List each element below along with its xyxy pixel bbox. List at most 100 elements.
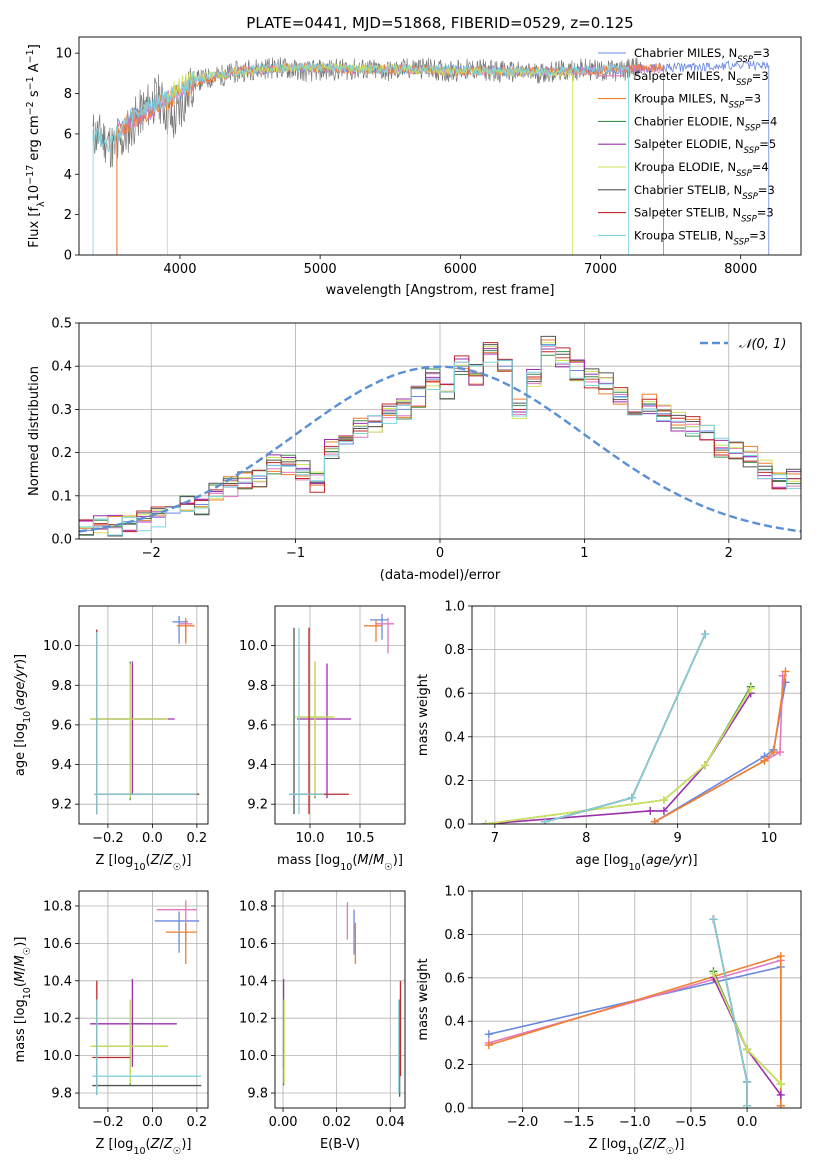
y-tick-label: 4 <box>64 168 72 183</box>
x-tick-label: 0.02 <box>322 1115 351 1130</box>
axes-frame <box>78 36 802 256</box>
legend-subscript: SSP <box>745 123 761 133</box>
y-tick-label: 0.6 <box>444 687 465 702</box>
axes-frame <box>274 890 406 1109</box>
y-tick-label: 0.2 <box>444 1058 465 1073</box>
legend-text: Salpeter ELODIE, N <box>634 137 744 151</box>
legend-text: Salpeter STELIB, N <box>634 206 741 220</box>
weight-line <box>485 688 752 824</box>
axis-label: Flux [fλ10−17 erg cm−2 s−1 A−1] <box>25 44 47 248</box>
y-tick-label: 10.0 <box>239 1049 268 1064</box>
x-tick-label: 7 <box>491 831 499 846</box>
y-tick-label: 0.4 <box>51 360 72 375</box>
weight-line <box>654 671 787 823</box>
weight-point-marker <box>709 915 718 924</box>
axes-frame <box>78 605 209 825</box>
label-part: 10 <box>133 1146 145 1157</box>
legend-entry: 𝒩(0, 1) <box>739 337 786 352</box>
legend-text: Kroupa ELODIE, N <box>634 160 736 174</box>
legend-text: Salpeter MILES, N <box>634 69 736 83</box>
axes-frame <box>471 605 802 825</box>
legend-entry: Chabrier MILES, NSSP=3 <box>634 46 770 65</box>
weight-point-marker <box>743 1045 752 1054</box>
histogram-step-line <box>79 335 801 537</box>
label-part: −17 <box>25 165 36 185</box>
axis-label: E(B-V) <box>320 1137 360 1152</box>
plot-area-mass_vs_Z <box>90 900 202 1095</box>
label-part: )] <box>13 937 28 947</box>
y-tick-label: 9.4 <box>51 758 72 773</box>
label-part: ( <box>639 1137 644 1152</box>
weight-point-marker <box>776 1101 785 1108</box>
axes-mass_vs_Z: −0.2 0.0 0.29.810.010.210.410.610.8Z [log1… <box>13 890 209 1157</box>
histogram-step-line <box>79 348 801 532</box>
axes-frame <box>78 890 209 1109</box>
label-part: mass [log <box>13 999 28 1062</box>
x-tick-label: 4000 <box>163 262 196 277</box>
y-tick-label: 9.6 <box>51 718 72 733</box>
x-tick-label: 7000 <box>584 262 617 277</box>
label-part: age/yr <box>646 853 689 868</box>
y-tick-label: 0.8 <box>444 643 465 658</box>
label-part: )] <box>674 1137 684 1152</box>
axis-label: Z [log10(Z/Z☉)] <box>589 1137 685 1157</box>
axis-label: age [log10(age/yr)] <box>575 853 697 873</box>
x-tick-label: −1.0 <box>619 1115 651 1130</box>
plot-area-age_vs_mass <box>289 613 394 815</box>
x-tick-label: 0.2 <box>187 1115 208 1130</box>
axes-mass_vs_ebv: 0.00 0.02 0.04 9.8 10.0 10.2 10.4 10.6 10.8 E(B-V… <box>239 890 406 1152</box>
x-axis-label: wavelength [Angstrom, rest frame] <box>326 283 555 298</box>
x-tick-label: −1.5 <box>563 1115 595 1130</box>
label-part: 10 <box>340 862 352 873</box>
y-tick-label: 1.0 <box>444 600 465 615</box>
label-part: Z <box>150 853 161 868</box>
label-part: ☉ <box>384 862 393 873</box>
legend-value: =3 <box>758 183 775 197</box>
label-part: / <box>13 966 28 971</box>
axes-residuals: −2 −1 0 1 2 0.0 0.1 0.2 0.3 0.4 0.5 (data-model)/er… <box>27 317 802 583</box>
y-tick-label: 0.5 <box>51 317 72 332</box>
legend-entry: Kroupa ELODIE, NSSP=4 <box>634 160 769 179</box>
y-tick-label: 0.8 <box>444 928 465 943</box>
legend-entry: Kroupa STELIB, NSSP=3 <box>634 228 766 247</box>
y-axis-label: mass weight <box>416 674 431 756</box>
label-part: ( <box>13 982 28 987</box>
axes-frame <box>274 605 406 825</box>
label-part: Z [log <box>589 1137 627 1152</box>
legend-value: =3 <box>757 206 774 220</box>
legend-subscript: SSP <box>744 146 760 156</box>
y-tick-label: 2 <box>64 208 72 223</box>
legend-value: =4 <box>752 160 769 174</box>
spectrum-model-line <box>92 62 629 153</box>
label-part: λ <box>36 201 47 207</box>
label-part: −1 <box>25 76 36 90</box>
y-tick-label: 10.0 <box>43 639 72 654</box>
legend-text: Chabrier STELIB, N <box>634 183 742 197</box>
legend-subscript: SSP <box>729 101 745 111</box>
x-tick-label: 1 <box>580 546 588 561</box>
x-tick-label: 6000 <box>444 262 477 277</box>
weight-point-marker <box>659 806 668 815</box>
y-tick-label: 0.0 <box>444 818 465 833</box>
legend-entry: Salpeter STELIB, NSSP=3 <box>634 206 774 225</box>
y-tick-label: 8 <box>64 87 72 102</box>
gaussian-reference-line <box>79 365 801 533</box>
y-tick-label: 9.8 <box>247 1087 268 1102</box>
histogram-step-line <box>79 342 801 533</box>
legend-entry: Salpeter MILES, NSSP=3 <box>634 69 769 88</box>
weight-point-marker <box>781 667 790 676</box>
weight-point-marker <box>709 969 718 978</box>
legend-text: Kroupa STELIB, N <box>634 228 734 242</box>
label-part: Z [log <box>96 853 134 868</box>
axis-label: mass [log10(M/M☉)] <box>277 853 403 873</box>
y-tick-label: 0.6 <box>444 971 465 986</box>
x-tick-label: 0.00 <box>269 1115 298 1130</box>
plot-area-weight_vs_age <box>481 630 790 824</box>
weight-point-marker <box>776 1080 785 1089</box>
plot-area-age_vs_Z <box>90 615 200 815</box>
label-part: −2 <box>25 101 36 115</box>
axis-label: mass [log10(M/M☉)] <box>13 937 33 1063</box>
